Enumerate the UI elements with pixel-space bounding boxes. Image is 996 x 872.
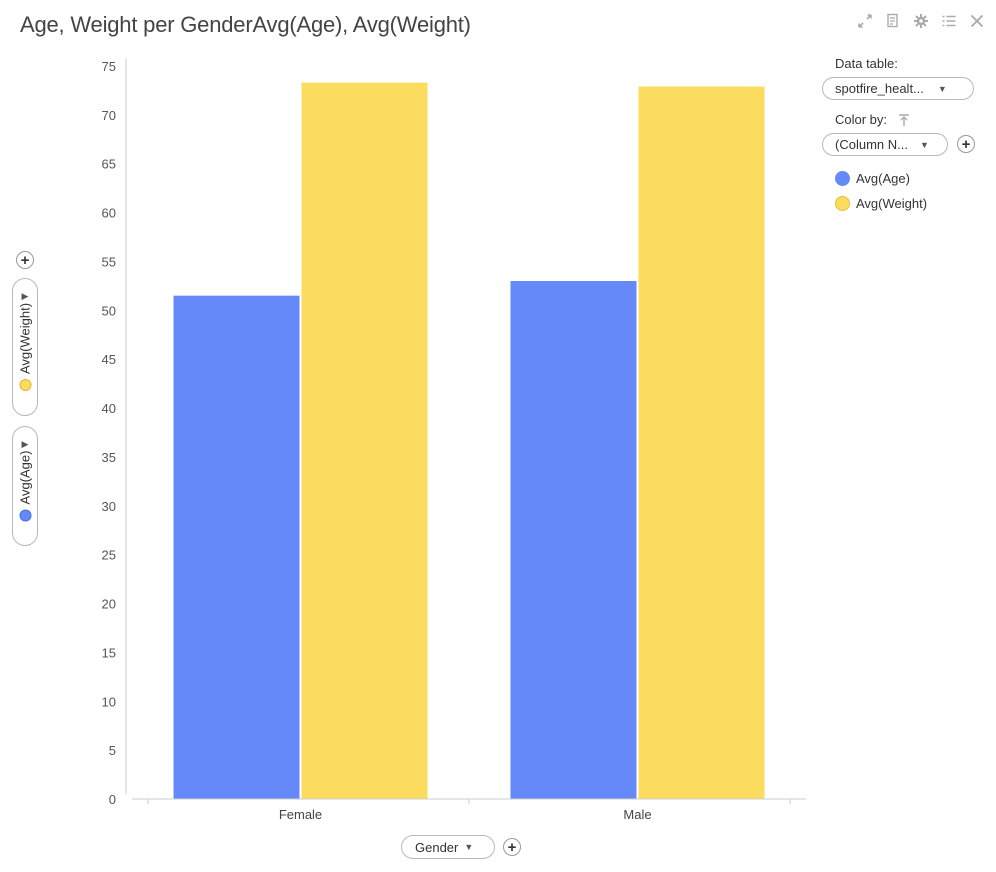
x-axis-selector-label: Gender bbox=[415, 839, 459, 855]
y-tick-label: 30 bbox=[102, 499, 116, 514]
x-axis-labels: Female Male bbox=[147, 799, 791, 822]
y-tick-label: 55 bbox=[102, 254, 116, 269]
bar-male-avg-weight[interactable] bbox=[638, 86, 765, 800]
y-tick-label: 65 bbox=[102, 157, 116, 172]
expand-icon[interactable] bbox=[856, 12, 874, 30]
caret-down-icon: ▶ bbox=[21, 439, 29, 449]
y-axis-selector-avg-weight[interactable]: ▶ Avg(Weight) bbox=[12, 278, 38, 416]
chart-title: Age, Weight per GenderAvg(Age), Avg(Weig… bbox=[20, 12, 471, 37]
x-tick-label: Female bbox=[279, 807, 322, 822]
y-tick-label: 45 bbox=[102, 352, 116, 367]
y-tick-label: 20 bbox=[102, 597, 116, 612]
bar-female-avg-weight[interactable] bbox=[301, 82, 428, 799]
legend-item-avg-age[interactable]: Avg(Age) bbox=[835, 171, 910, 186]
add-y-axis-button[interactable]: + bbox=[16, 251, 34, 269]
close-icon[interactable] bbox=[968, 12, 986, 30]
x-axis-selector[interactable]: Gender ▼ bbox=[401, 835, 495, 859]
y-tick-label: 0 bbox=[109, 792, 116, 807]
legend-item-label: Avg(Age) bbox=[856, 171, 910, 186]
y-tick-label: 60 bbox=[102, 206, 116, 221]
data-table-label: Data table: bbox=[835, 56, 898, 71]
visualization-toolbar bbox=[856, 12, 986, 30]
add-color-by-button[interactable]: + bbox=[957, 135, 975, 153]
y-tick-label: 35 bbox=[102, 450, 116, 465]
details-icon[interactable] bbox=[884, 12, 902, 30]
x-tick-label: Male bbox=[623, 807, 651, 822]
y-axis-selector-label: Avg(Age) bbox=[17, 450, 33, 505]
y-axis-ticks: 0 5 10 15 20 25 30 35 40 45 50 55 60 65 70 75 bbox=[102, 59, 116, 807]
y-tick-label: 15 bbox=[102, 645, 116, 660]
y-tick-label: 5 bbox=[109, 743, 116, 758]
data-table-dropdown[interactable]: spotfire_healt... ▼ bbox=[822, 77, 974, 100]
caret-down-icon: ▶ bbox=[21, 291, 29, 301]
y-tick-label: 40 bbox=[102, 401, 116, 416]
list-icon[interactable] bbox=[940, 12, 958, 30]
legend-item-avg-weight[interactable]: Avg(Weight) bbox=[835, 196, 927, 211]
color-by-label-text: Color by: bbox=[835, 112, 888, 127]
color-by-label: Color by: bbox=[835, 112, 911, 127]
y-tick-label: 25 bbox=[102, 548, 116, 563]
bar-female-avg-age[interactable] bbox=[173, 295, 300, 799]
chevron-down-icon: ▼ bbox=[919, 139, 929, 150]
y-tick-label: 10 bbox=[102, 694, 116, 709]
y-axis-selector-label: Avg(Weight) bbox=[17, 302, 33, 375]
settings-icon[interactable] bbox=[912, 12, 930, 30]
y-tick-label: 50 bbox=[102, 303, 116, 318]
avg-weight-color-dot bbox=[19, 379, 31, 392]
add-x-axis-button[interactable]: + bbox=[503, 838, 521, 856]
y-tick-label: 70 bbox=[102, 108, 116, 123]
sort-icon[interactable] bbox=[897, 113, 911, 127]
avg-weight-legend-swatch bbox=[835, 196, 850, 211]
bar-male-avg-age[interactable] bbox=[510, 281, 637, 800]
avg-age-color-dot bbox=[19, 509, 31, 522]
bars bbox=[173, 82, 765, 800]
color-by-dropdown[interactable]: (Column N... ▼ bbox=[822, 133, 948, 156]
chevron-down-icon: ▼ bbox=[464, 842, 474, 852]
avg-age-legend-swatch bbox=[835, 171, 850, 186]
y-tick-label: 75 bbox=[102, 59, 116, 74]
chevron-down-icon: ▼ bbox=[937, 83, 947, 94]
data-table-value: spotfire_healt... bbox=[835, 81, 924, 96]
color-by-value: (Column N... bbox=[835, 137, 908, 152]
legend-item-label: Avg(Weight) bbox=[856, 196, 928, 211]
y-axis-selector-avg-age[interactable]: ▶ Avg(Age) bbox=[12, 426, 38, 546]
